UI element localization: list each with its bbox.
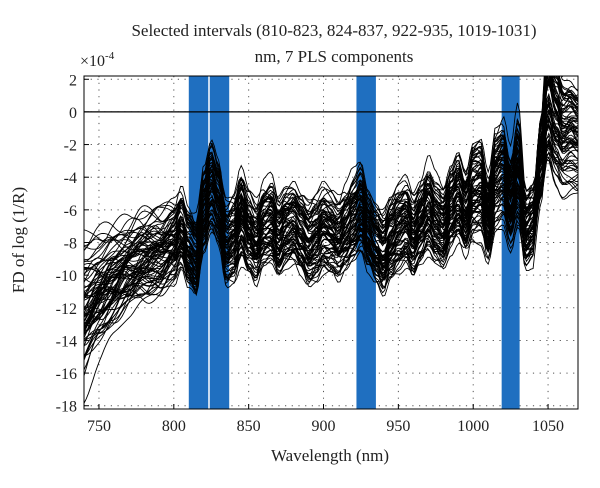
y-tick-label: 0 bbox=[69, 105, 77, 122]
y-tick-label: -8 bbox=[64, 236, 77, 253]
y-tick-label: -2 bbox=[64, 138, 77, 155]
x-tick-label: 1000 bbox=[457, 418, 489, 435]
spectrum-line bbox=[84, 123, 578, 342]
spectrum-line bbox=[84, 146, 578, 371]
y-axis-label: FD of log (1/R) bbox=[9, 187, 28, 293]
y-exponent-prefix: ×10 bbox=[80, 53, 105, 70]
spectrum-line bbox=[84, 99, 578, 359]
y-tick-label: -10 bbox=[56, 268, 77, 285]
y-tick-label: -6 bbox=[64, 203, 77, 220]
y-tick-label: -18 bbox=[56, 399, 77, 416]
y-tick-label: 2 bbox=[69, 72, 77, 89]
x-axis-label: Wavelength (nm) bbox=[271, 446, 389, 465]
spectrum-line bbox=[84, 123, 578, 242]
spectrum-line bbox=[84, 76, 578, 316]
spectrum-line bbox=[84, 132, 578, 328]
y-tick-label: -4 bbox=[64, 170, 77, 187]
spectrum-line bbox=[84, 152, 578, 335]
spectra-group bbox=[84, 76, 578, 404]
y-tick-label: -16 bbox=[56, 366, 77, 383]
spectrum-line bbox=[84, 108, 578, 342]
spectrum-line bbox=[84, 76, 578, 263]
spectrum-line bbox=[84, 156, 578, 310]
y-exponent-power: -4 bbox=[105, 50, 115, 62]
y-exponent-label: ×10-4 bbox=[80, 50, 115, 70]
x-tick-label: 1050 bbox=[532, 418, 564, 435]
spectrum-line bbox=[84, 104, 578, 276]
spectrum-line bbox=[84, 76, 578, 333]
x-tick-label: 800 bbox=[162, 418, 186, 435]
spectrum-line bbox=[84, 76, 578, 292]
spectrum-line bbox=[84, 76, 578, 322]
spectrum-line bbox=[84, 157, 578, 377]
chart-title-line-2: nm, 7 PLS components bbox=[255, 47, 414, 66]
spectrum-line bbox=[84, 76, 578, 404]
x-tick-label: 950 bbox=[386, 418, 410, 435]
spectrum-line bbox=[84, 118, 578, 300]
y-tick-label: -14 bbox=[56, 333, 77, 350]
x-tick-label: 750 bbox=[87, 418, 111, 435]
chart-title-line-1: Selected intervals (810-823, 824-837, 92… bbox=[131, 21, 536, 40]
plot-area: 750 800 850 900 950 1000 1050 2 0 -2 -4 -6 -8 -10 -12 -… bbox=[56, 72, 579, 435]
x-tick-label: 900 bbox=[312, 418, 336, 435]
x-tick-label: 850 bbox=[237, 418, 261, 435]
svg-text:×10-4: ×10-4 bbox=[80, 50, 115, 70]
spectrum-line bbox=[84, 139, 578, 284]
y-tick-label: -12 bbox=[56, 301, 77, 318]
